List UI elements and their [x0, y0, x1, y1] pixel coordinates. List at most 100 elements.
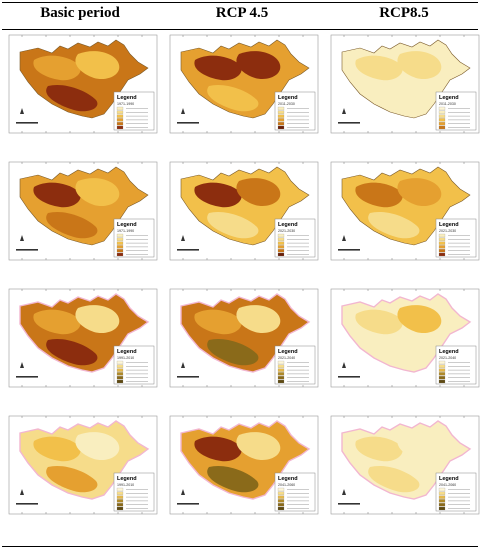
legend-swatch [116, 241, 124, 245]
legend-swatch [438, 241, 446, 245]
legend-swatch [116, 122, 124, 126]
map-zone [194, 55, 242, 81]
legend-swatch [116, 249, 124, 253]
region-boundary [180, 166, 310, 246]
north-arrow-icon [181, 362, 185, 368]
map-panel: Legend 2011-2030 [330, 34, 480, 134]
north-arrow-icon [181, 489, 185, 495]
legend-period: 1991-2010 [117, 483, 134, 487]
map-zone [397, 305, 442, 334]
map-zone [236, 51, 281, 80]
map-panel: Legend 2021-2030 [330, 161, 480, 261]
region-boundary [19, 420, 150, 500]
legend-title: Legend [117, 222, 137, 228]
legend-swatch [438, 379, 446, 384]
map-zone [33, 436, 81, 462]
legend-swatch [277, 245, 285, 249]
legend-swatch [116, 506, 124, 511]
scale-bar [338, 122, 360, 124]
map-zone [236, 178, 281, 207]
map-panel: Legend 2021-2040 [169, 288, 319, 388]
legend-swatch [277, 495, 285, 499]
legend-swatch [277, 241, 285, 245]
map-zone [207, 338, 259, 366]
legend-swatch [277, 506, 285, 511]
scale-bar [177, 503, 199, 505]
map-zone [194, 309, 242, 335]
region-boundary [19, 39, 149, 119]
legend-title: Legend [117, 95, 137, 101]
legend-swatch [438, 372, 446, 376]
legend-title: Legend [439, 95, 459, 101]
map-zone [236, 305, 281, 334]
north-arrow-icon [181, 108, 185, 114]
map-zone [75, 51, 120, 80]
region-boundary [341, 293, 472, 373]
map-panel: Legend 2021-2030 [169, 161, 319, 261]
legend-swatch [438, 106, 446, 111]
legend-swatch [116, 245, 124, 249]
header-bottom-rule [2, 29, 478, 30]
scale-bar [16, 503, 38, 505]
map-zone [368, 465, 420, 493]
map-zone [355, 55, 403, 81]
legend-title: Legend [439, 222, 459, 228]
region-boundary [341, 420, 472, 500]
legend-period: 2041-2060 [439, 483, 456, 487]
legend-swatch [277, 118, 285, 122]
map-grid: Legend 1971-1990 Legend 2011-2030 Legend 2011… [0, 34, 484, 542]
legend-swatch [116, 252, 124, 257]
legend-swatch [116, 376, 124, 380]
legend-swatch [116, 379, 124, 384]
map-panel: Legend 1971-1990 [8, 34, 158, 134]
map-panel: Legend 2021-2040 [330, 288, 480, 388]
legend-swatch [277, 122, 285, 126]
legend-swatch [438, 503, 446, 507]
legend-swatch [277, 503, 285, 507]
legend-swatch [438, 491, 446, 495]
legend-period: 2021-2030 [439, 229, 456, 233]
map-zone [33, 55, 81, 81]
scale-bar [177, 122, 199, 124]
map-panel: Legend 1991-2010 [8, 288, 158, 388]
legend-title: Legend [278, 349, 298, 355]
map-zone [75, 305, 120, 334]
legend-swatch [277, 376, 285, 380]
legend-swatch [116, 372, 124, 376]
header-basic-period: Basic period [40, 5, 120, 21]
map-zone [75, 432, 120, 461]
map-zone [368, 211, 420, 239]
map-zone [368, 338, 420, 366]
legend-swatch [438, 252, 446, 257]
map-zone [355, 436, 403, 462]
map-zone [368, 84, 420, 112]
legend-swatch [277, 237, 285, 241]
map-zone [355, 309, 403, 335]
legend-swatch [277, 379, 285, 384]
region-boundary [19, 293, 150, 373]
legend-swatch [116, 360, 124, 365]
legend-swatch [438, 376, 446, 380]
legend-swatch [438, 487, 446, 492]
header-rcp45: RCP 4.5 [215, 5, 269, 21]
legend-swatch [116, 237, 124, 241]
legend-swatch [277, 114, 285, 118]
table-bottom-rule [2, 546, 478, 547]
legend-period: 2021-2030 [278, 229, 295, 233]
scale-bar [177, 376, 199, 378]
legend-swatch [438, 114, 446, 118]
legend-swatch [277, 491, 285, 495]
map-zone [207, 465, 259, 493]
legend-swatch [438, 364, 446, 368]
